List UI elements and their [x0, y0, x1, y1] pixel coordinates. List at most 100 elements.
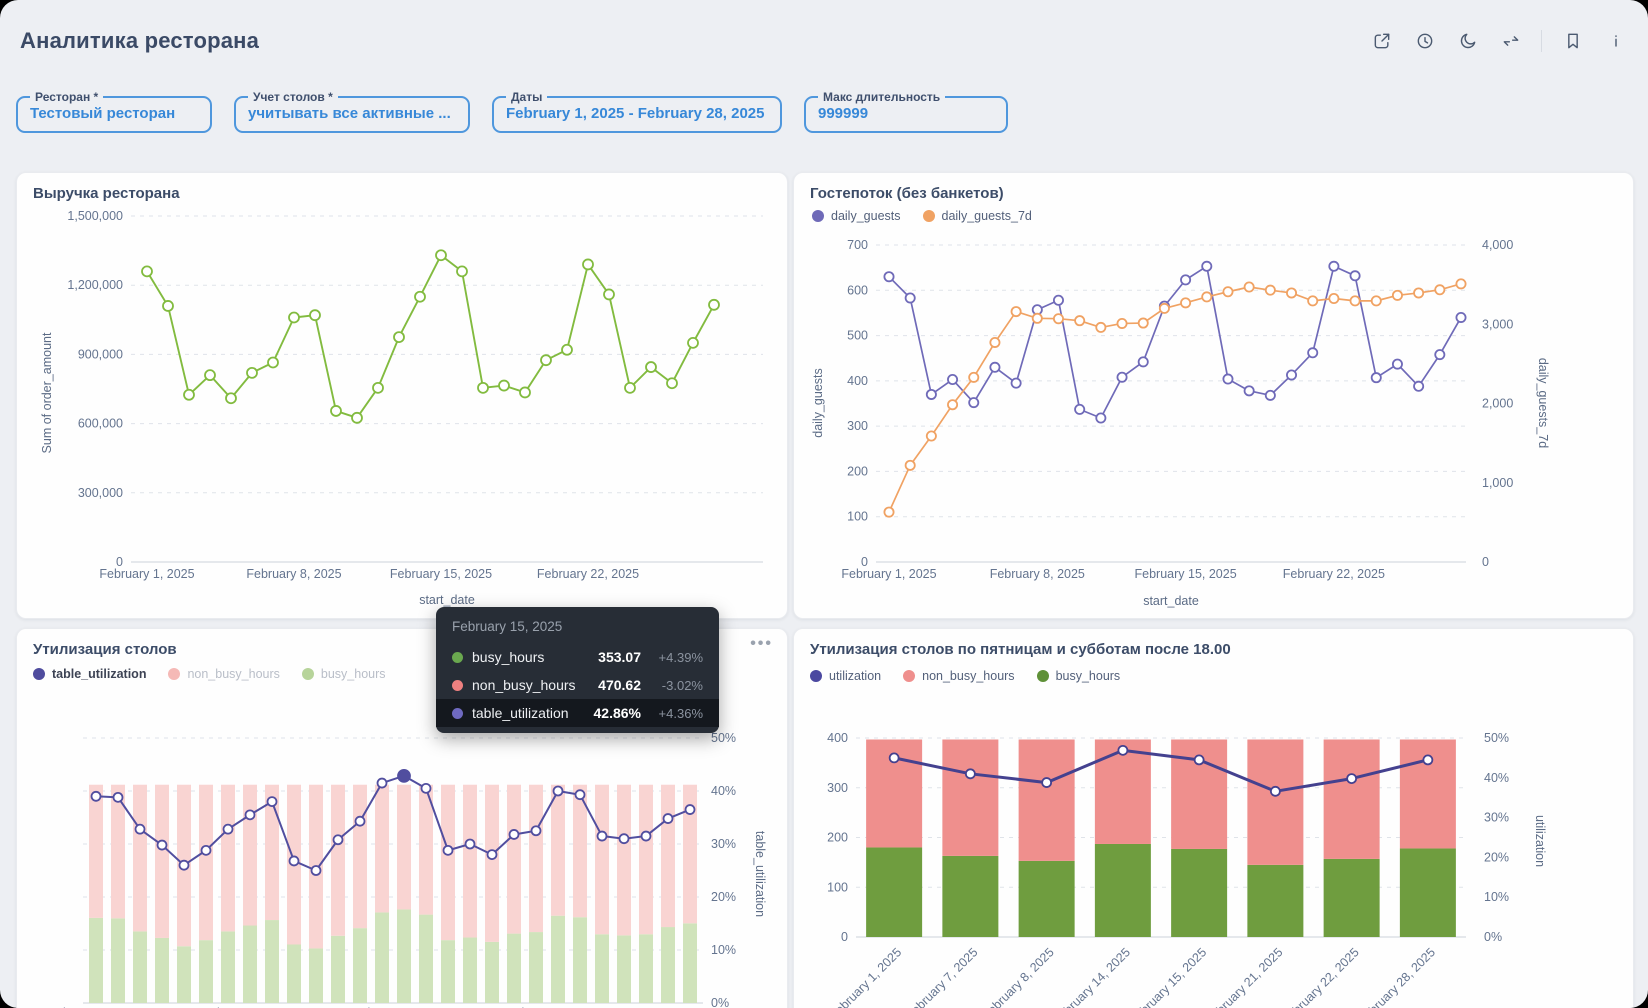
- tooltip-series-change: +4.36%: [658, 705, 703, 721]
- data-point: [582, 258, 594, 271]
- axis-tick-label: 2,000: [1482, 397, 1513, 411]
- series-line: [146, 254, 715, 419]
- data-point: [596, 830, 608, 842]
- data-point: [666, 377, 678, 390]
- data-point: [156, 839, 168, 851]
- axis-tick-label: 10%: [711, 943, 736, 957]
- filter-restaurant-value: Тестовый ресторан: [30, 105, 176, 122]
- bar-non-busy-hours: [353, 784, 367, 929]
- data-point: [662, 813, 674, 824]
- bar-non-busy-hours: [639, 784, 653, 935]
- legend-dot: [922, 210, 935, 222]
- axis-tick-label: 300: [827, 781, 848, 795]
- tooltip-row: busy_hours 353.07 +4.39%: [436, 643, 719, 671]
- data-point: [477, 381, 489, 394]
- data-point: [1117, 744, 1129, 756]
- legend-item-daily_guests[interactable]: daily_guests: [812, 209, 901, 223]
- legend-item-table_utilization[interactable]: table_utilization: [33, 667, 146, 681]
- page-title: Аналитика ресторана: [20, 28, 260, 53]
- bar-non-busy-hours: [617, 784, 631, 936]
- open-in-new-button[interactable]: [1363, 24, 1400, 58]
- legend-item-utilization[interactable]: utilization: [810, 669, 881, 683]
- data-point: [640, 830, 652, 842]
- legend-item-non_busy_hours[interactable]: non_busy_hours: [903, 669, 1015, 683]
- bookmark-button[interactable]: [1554, 24, 1591, 58]
- guests-chart[interactable]: 0 100 200 300 400 500 600 700 0 1,000 2,000 3,000 4,…: [794, 173, 1633, 618]
- data-point: [1031, 312, 1043, 324]
- data-point: [246, 366, 258, 379]
- legend-item-daily_guests_7d[interactable]: daily_guests_7d: [922, 209, 1032, 223]
- data-point: [1074, 403, 1086, 415]
- axis-tick-label: 10%: [1484, 890, 1509, 904]
- data-point: [266, 796, 278, 808]
- data-point: [968, 397, 980, 409]
- data-point: [947, 399, 959, 411]
- data-point: [1434, 349, 1446, 361]
- axis-tick-label: 600: [847, 283, 868, 297]
- data-point: [1328, 292, 1340, 304]
- bar-busy-hours: [573, 917, 587, 1003]
- tooltip-series-name: non_busy_hours: [472, 677, 576, 693]
- data-point: [204, 369, 216, 382]
- data-point: [1370, 295, 1382, 307]
- filter-table-accounting[interactable]: Учет столов * учитывать все активные ...: [234, 90, 470, 133]
- weekend-chart-title: Утилизация столов по пятницам и субботам…: [810, 641, 1231, 658]
- info-button[interactable]: [1597, 24, 1634, 58]
- filter-max-duration[interactable]: Макс длительность 999999: [804, 90, 1008, 133]
- data-point: [112, 791, 124, 803]
- axis-tick-label: 50%: [711, 731, 736, 745]
- data-point: [1286, 369, 1298, 381]
- axis-tick-label: February 8, 2025: [246, 567, 341, 581]
- axis-tick-label: 0%: [1484, 930, 1502, 944]
- legend-dot: [301, 668, 314, 680]
- legend-label: busy_hours: [1055, 669, 1121, 683]
- series-order-amount: [141, 249, 720, 424]
- data-point: [1010, 306, 1022, 318]
- bar-busy-hours: [463, 937, 477, 1003]
- weekend-chart[interactable]: 0 100 200 300 400 0% 10% 20% 30% 40% 50% February 1…: [794, 629, 1633, 1008]
- axis-tick-label: 100: [827, 880, 848, 894]
- more-options-button[interactable]: •••: [750, 635, 773, 652]
- dark-mode-icon: [1460, 33, 1475, 49]
- open-in-new-icon: [1374, 33, 1389, 49]
- legend-item-busy_hours[interactable]: busy_hours: [1036, 669, 1121, 683]
- bar-busy-hours: [397, 909, 411, 1003]
- bar-busy-hours: [353, 928, 367, 1003]
- revenue-chart[interactable]: 0 300,000 600,000 900,000 1,200,000 1,500,000…: [17, 173, 787, 618]
- legend-item-non_busy_hours[interactable]: non_busy_hours: [168, 667, 280, 681]
- axis-tick-label: 0: [1482, 555, 1489, 569]
- legend-dot: [1036, 670, 1049, 682]
- guests-legend: daily_guests daily_guests_7d: [812, 209, 1032, 223]
- data-point: [310, 865, 322, 876]
- axis-tick-label: 20%: [711, 890, 736, 904]
- data-point: [684, 804, 696, 815]
- dark-mode-button[interactable]: [1449, 24, 1486, 58]
- legend-item-busy_hours[interactable]: busy_hours: [301, 667, 386, 681]
- data-point: [1264, 389, 1276, 401]
- data-point: [708, 298, 720, 311]
- bar-busy-hours: [287, 944, 301, 1003]
- bar-busy-hours: [1018, 860, 1075, 937]
- series-line: [888, 265, 1462, 419]
- utilization-chart[interactable]: 0% 10% 20% 30% 40% 50% February 1, 2025 Februar…: [17, 629, 787, 1008]
- bar-busy-hours: [265, 920, 279, 1003]
- history-button[interactable]: [1406, 24, 1443, 58]
- bar-busy-hours: [551, 915, 565, 1003]
- data-point: [435, 249, 447, 262]
- data-point: [1243, 385, 1255, 397]
- data-point: [486, 849, 498, 861]
- legend-label: non_busy_hours: [187, 667, 280, 681]
- data-point: [178, 859, 190, 871]
- filter-dates[interactable]: Даты February 1, 2025 - February 28, 202…: [492, 90, 782, 133]
- data-point: [1095, 412, 1107, 424]
- filter-table-accounting-value: учитывать все активные ...: [248, 105, 451, 122]
- data-point: [498, 379, 510, 392]
- collapse-button[interactable]: [1492, 24, 1529, 58]
- data-point: [90, 790, 102, 802]
- y-axis-title: Sum of order_amount: [40, 332, 54, 453]
- data-point: [964, 768, 976, 780]
- bar-non-busy-hours: [419, 784, 433, 915]
- series-daily_guests: [883, 260, 1467, 424]
- filter-restaurant[interactable]: Ресторан * Тестовый ресторан: [16, 90, 212, 133]
